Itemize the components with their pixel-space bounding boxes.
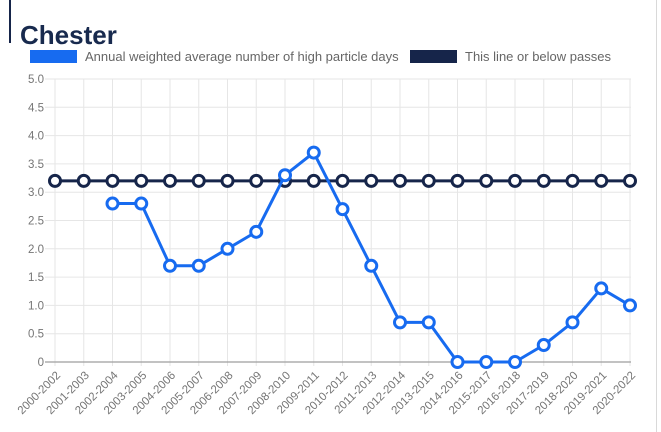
threshold-point <box>48 173 62 188</box>
data-point <box>249 224 264 239</box>
chart-legend: Annual weighted average number of high p… <box>0 49 661 69</box>
data-point <box>623 298 637 313</box>
data-point <box>163 258 177 273</box>
data-point <box>450 355 465 369</box>
threshold-point <box>479 173 494 188</box>
threshold-point <box>508 173 522 188</box>
y-axis-tick-label: 2.5 <box>28 216 44 228</box>
threshold-point <box>249 173 264 188</box>
y-axis-tick-label: 3.5 <box>28 159 44 171</box>
panel-right-border <box>656 0 657 432</box>
y-axis-tick-label: 0 <box>38 357 44 369</box>
threshold-point <box>565 173 580 188</box>
threshold-point <box>105 173 120 188</box>
y-axis-tick-label: 2.0 <box>28 244 44 256</box>
data-point <box>105 196 120 211</box>
threshold-point <box>623 173 637 188</box>
y-axis-tick-label: 4.0 <box>28 131 44 143</box>
threshold-point <box>450 173 465 188</box>
data-point <box>191 258 206 273</box>
y-axis-tick-label: 5.0 <box>28 74 44 86</box>
y-axis-tick-label: 3.0 <box>28 187 44 199</box>
legend-label: This line or below passes <box>465 49 611 64</box>
data-point <box>565 315 580 330</box>
y-axis-tick-label: 1.5 <box>28 272 44 284</box>
data-point <box>536 338 551 353</box>
y-axis-tick-label: 1.0 <box>28 300 44 312</box>
data-point <box>393 315 407 330</box>
data-point <box>508 355 522 369</box>
legend-label: Annual weighted average number of high p… <box>85 49 399 64</box>
threshold-point <box>335 173 350 188</box>
cropped-edge-mark <box>9 0 11 43</box>
legend-item-threshold: This line or below passes <box>410 49 611 64</box>
threshold-point <box>421 173 436 188</box>
legend-item-particle-days: Annual weighted average number of high p… <box>30 49 399 64</box>
threshold-point <box>364 173 379 188</box>
threshold-point <box>536 173 551 188</box>
threshold-point <box>76 173 91 188</box>
threshold-point <box>306 173 321 188</box>
data-point <box>479 355 494 369</box>
threshold-point <box>134 173 149 188</box>
threshold-point <box>393 173 407 188</box>
y-axis-tick-label: 4.5 <box>28 102 44 114</box>
y-axis-tick-label: 0.5 <box>28 329 44 341</box>
legend-swatch-blue <box>30 50 77 63</box>
data-point <box>421 315 436 330</box>
data-point <box>278 168 292 183</box>
data-point <box>306 145 321 160</box>
threshold-point <box>163 173 177 188</box>
legend-swatch-navy <box>410 50 457 63</box>
threshold-point <box>191 173 206 188</box>
data-point <box>335 202 350 217</box>
data-point <box>594 281 609 296</box>
threshold-point <box>220 173 235 188</box>
page-title: Chester <box>20 20 117 51</box>
data-point <box>364 258 379 273</box>
data-point <box>220 241 235 256</box>
threshold-point <box>594 173 609 188</box>
data-point <box>134 196 149 211</box>
